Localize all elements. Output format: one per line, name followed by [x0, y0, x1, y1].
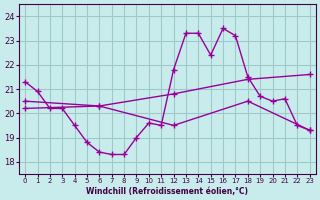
- X-axis label: Windchill (Refroidissement éolien,°C): Windchill (Refroidissement éolien,°C): [86, 187, 248, 196]
